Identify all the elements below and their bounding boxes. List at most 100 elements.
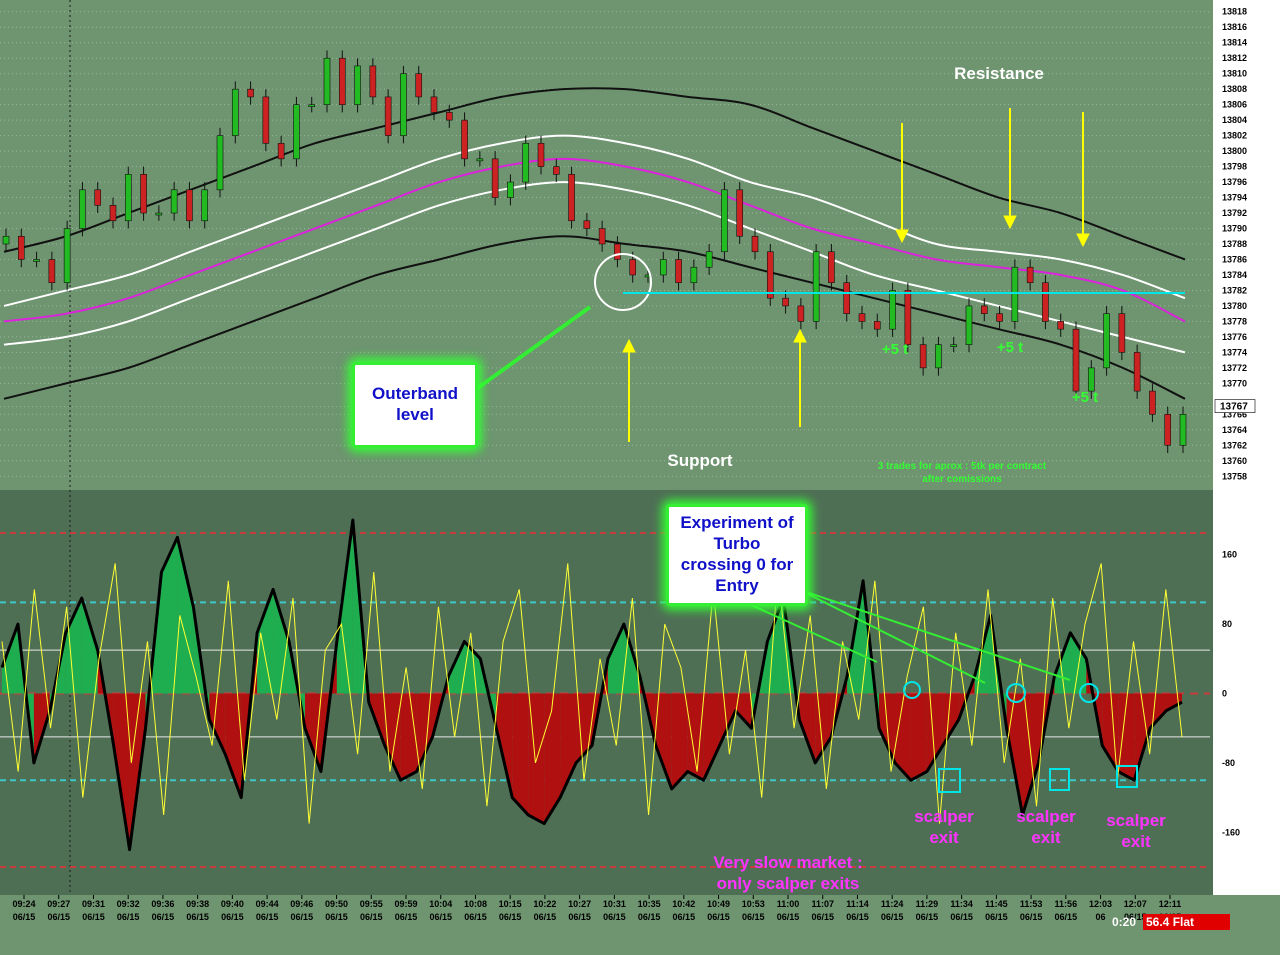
price-tick-label: 13792 bbox=[1222, 208, 1247, 218]
candle-up bbox=[400, 73, 407, 136]
scalper-exit-label: exit bbox=[1121, 832, 1151, 851]
histogram-negative-bar bbox=[910, 693, 927, 781]
date-tick-label: 06/15 bbox=[221, 912, 244, 922]
candle-down bbox=[583, 220, 591, 229]
histogram-negative-bar bbox=[576, 693, 592, 763]
histogram-negative-bar bbox=[1150, 693, 1167, 729]
time-tick-label: 09:55 bbox=[360, 899, 383, 909]
candle-up bbox=[354, 65, 361, 105]
price-axis-background bbox=[1213, 0, 1280, 895]
price-panel-background bbox=[0, 0, 1213, 488]
date-tick-label: 06/15 bbox=[360, 912, 383, 922]
outerband-pointer bbox=[473, 305, 592, 392]
candle-up bbox=[293, 104, 300, 160]
time-tick-label: 12:11 bbox=[1159, 899, 1182, 909]
time-tick-label: 09:59 bbox=[394, 899, 417, 909]
candle-down bbox=[94, 189, 102, 206]
candle-down bbox=[614, 243, 621, 260]
date-tick-label: 06/15 bbox=[152, 912, 175, 922]
time-tick-label: 12:03 bbox=[1089, 899, 1112, 909]
price-tick-label: 13808 bbox=[1222, 84, 1247, 94]
scalper-exit-label: exit bbox=[1031, 828, 1061, 847]
candle-up bbox=[308, 104, 316, 107]
price-tick-label: 13800 bbox=[1222, 146, 1247, 156]
date-tick-label: 06/15 bbox=[291, 912, 314, 922]
date-tick-label: 06/15 bbox=[1124, 912, 1147, 922]
oscillator-tick-label: -80 bbox=[1222, 758, 1235, 768]
candle-down bbox=[1072, 328, 1080, 392]
histogram-negative-bar bbox=[671, 693, 688, 789]
time-tick-label: 10:53 bbox=[742, 899, 765, 909]
candle-up bbox=[522, 143, 530, 183]
mid-band-upper-line bbox=[3, 134, 1186, 307]
time-tick-label: 11:56 bbox=[1055, 899, 1078, 909]
candle-up bbox=[323, 57, 331, 105]
histogram-negative-bar bbox=[544, 693, 561, 824]
candle-down bbox=[17, 235, 25, 260]
date-tick-label: 06/15 bbox=[325, 912, 348, 922]
candle-up bbox=[124, 174, 132, 222]
date-tick-label: 06/15 bbox=[881, 912, 904, 922]
histogram-negative-bar bbox=[894, 693, 911, 781]
candle-up bbox=[812, 251, 820, 322]
candle-down bbox=[1118, 313, 1126, 353]
outer-band-upper-line bbox=[3, 87, 1186, 261]
candle-up bbox=[170, 189, 178, 214]
histogram-negative-bar bbox=[400, 693, 417, 781]
time-tick-label: 10:08 bbox=[464, 899, 487, 909]
histogram-positive-bar bbox=[607, 624, 624, 694]
price-tick-label: 13758 bbox=[1222, 471, 1247, 481]
time-tick-label: 10:04 bbox=[429, 899, 452, 909]
time-tick-label: 11:29 bbox=[916, 899, 939, 909]
histogram-negative-bar bbox=[719, 693, 736, 746]
price-tick-label: 13804 bbox=[1222, 115, 1247, 125]
date-tick-label: 06/15 bbox=[777, 912, 800, 922]
candle-up bbox=[216, 135, 224, 191]
date-tick-label: 06/15 bbox=[13, 912, 36, 922]
scalper-exit-label: exit bbox=[929, 828, 959, 847]
histogram-negative-bar bbox=[304, 693, 321, 772]
slow-market-label: only scalper exits bbox=[717, 874, 860, 893]
oscillator-main-line bbox=[0, 518, 1183, 852]
price-tick-label: 13766 bbox=[1222, 409, 1247, 419]
candle-down bbox=[843, 282, 851, 314]
experiment-callout-line: crossing 0 for bbox=[680, 555, 794, 574]
resistance-arrow bbox=[895, 108, 1090, 248]
histogram-positive-bar bbox=[257, 589, 274, 694]
mid-band-lower-line bbox=[3, 181, 1186, 354]
date-tick-label: 06/15 bbox=[186, 912, 209, 922]
candle-down bbox=[277, 143, 285, 160]
candle-up bbox=[231, 88, 239, 136]
time-tick-label: 09:38 bbox=[186, 899, 209, 909]
candle-down bbox=[1057, 321, 1065, 330]
histogram-negative-bar bbox=[496, 693, 513, 798]
candle-down bbox=[736, 189, 744, 237]
histogram-negative-bar bbox=[512, 693, 529, 815]
date-tick-label: 06/15 bbox=[1055, 912, 1078, 922]
price-tick-label: 13760 bbox=[1222, 456, 1247, 466]
price-tick-label: 13780 bbox=[1222, 301, 1247, 311]
turbo-line bbox=[1, 563, 1183, 824]
support-arrow bbox=[622, 328, 807, 442]
price-tick-label: 13798 bbox=[1222, 162, 1247, 172]
date-tick-label: 06/15 bbox=[916, 912, 939, 922]
time-tick-label: 09:36 bbox=[151, 899, 174, 909]
candle-up bbox=[1179, 414, 1187, 446]
candle-up bbox=[155, 212, 163, 216]
candle-down bbox=[996, 313, 1003, 322]
time-tick-label: 10:31 bbox=[603, 899, 626, 909]
date-tick-label: 06/15 bbox=[82, 912, 105, 922]
time-tick-label: 09:32 bbox=[117, 899, 140, 909]
candle-down bbox=[797, 305, 805, 322]
outerband-circle bbox=[594, 253, 652, 311]
oscillator-tick-label: 80 bbox=[1222, 619, 1232, 629]
candle-up bbox=[690, 266, 698, 284]
histogram-negative-bar bbox=[655, 693, 672, 789]
date-tick-label: 06/15 bbox=[568, 912, 591, 922]
candle-up bbox=[659, 259, 667, 276]
price-tick-label: 13782 bbox=[1222, 285, 1247, 295]
histogram-negative-bar bbox=[384, 693, 401, 781]
center-line bbox=[3, 157, 1186, 323]
zero-cross-marker bbox=[1079, 683, 1099, 703]
